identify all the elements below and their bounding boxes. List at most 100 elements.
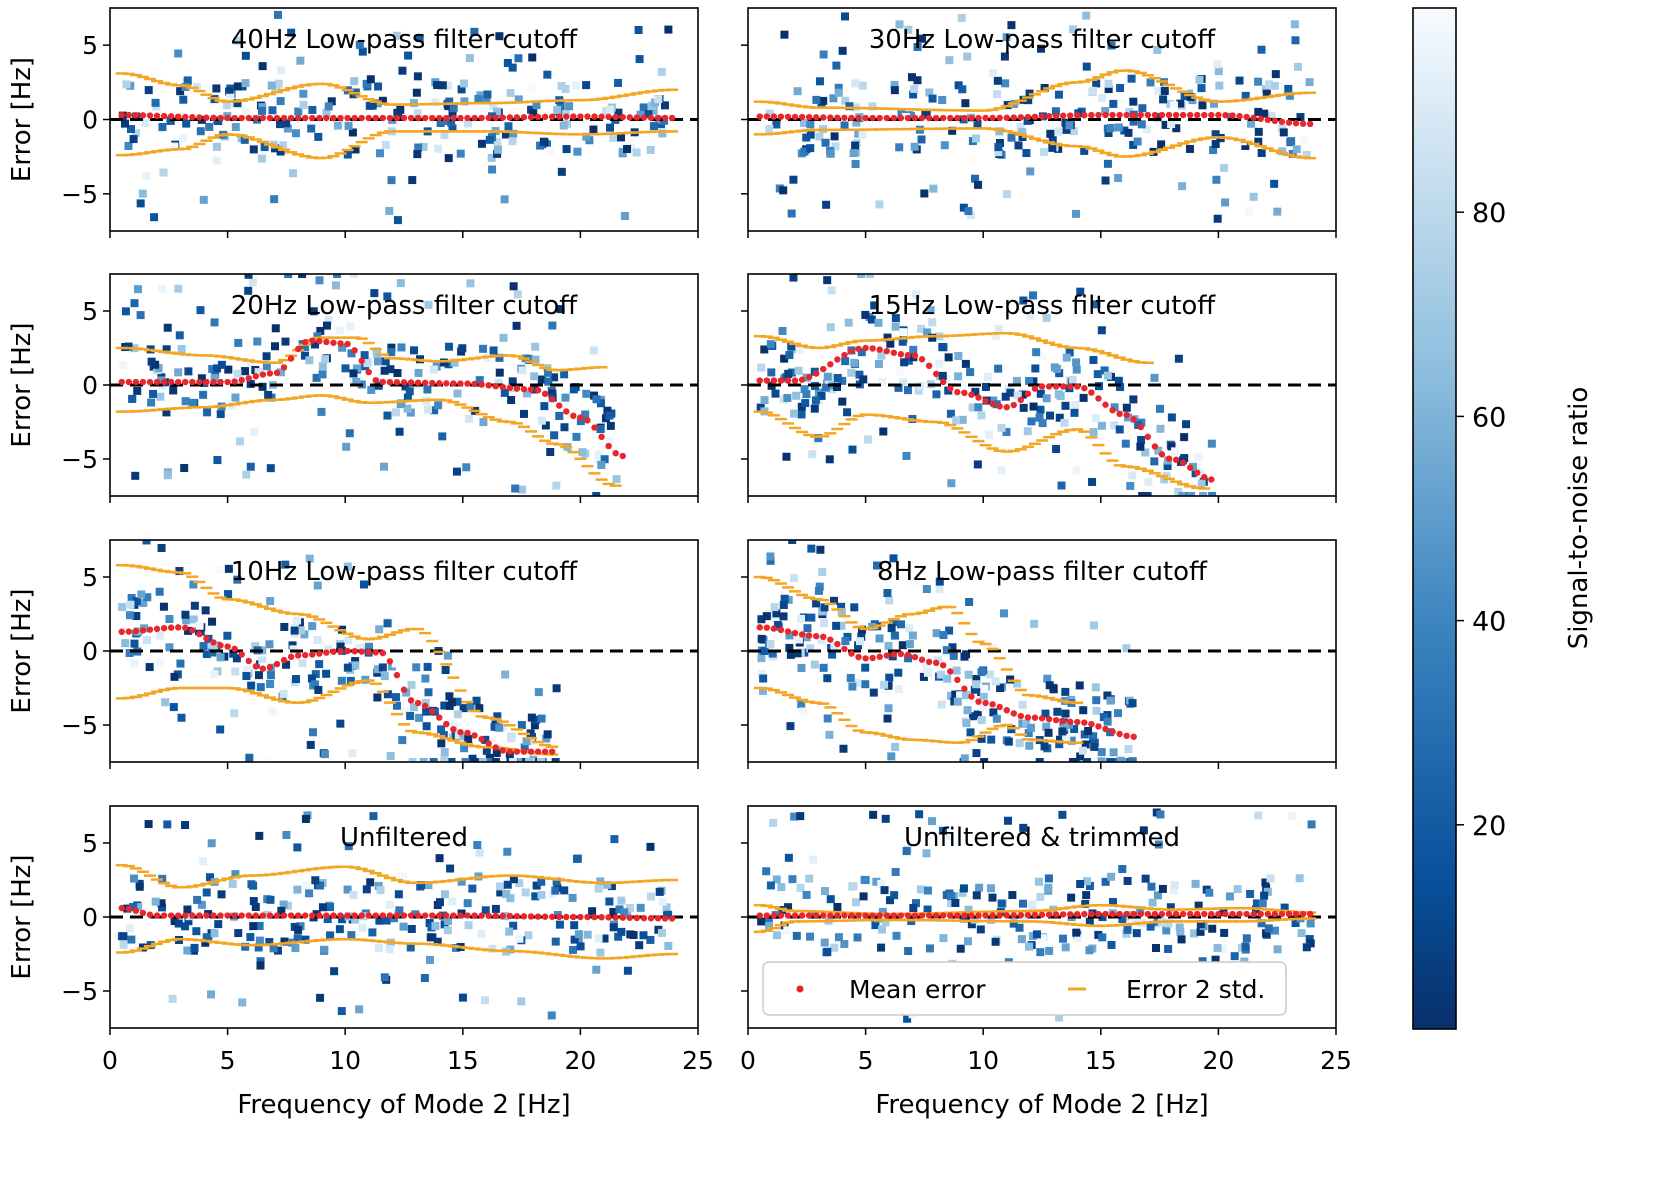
snr-sample [446, 864, 455, 873]
mean-point [1130, 111, 1137, 119]
snr-sample [880, 886, 889, 895]
snr-sample [482, 96, 491, 105]
snr-sample [636, 903, 645, 912]
snr-sample [887, 752, 896, 761]
snr-sample [845, 102, 854, 111]
mean-point [841, 912, 848, 919]
snr-sample [256, 957, 265, 966]
snr-sample [292, 675, 301, 684]
mean-point [520, 913, 528, 920]
snr-sample [1218, 944, 1227, 953]
snr-sample [196, 306, 205, 315]
mean-point [869, 345, 876, 352]
mean-point [876, 912, 883, 919]
snr-sample [954, 352, 963, 361]
snr-sample [309, 307, 318, 316]
snr-sample [589, 346, 598, 355]
snr-sample [832, 621, 841, 630]
snr-sample [395, 427, 404, 436]
snr-sample [945, 56, 954, 65]
mean-point [791, 629, 799, 637]
snr-sample [1146, 922, 1155, 931]
snr-sample [897, 110, 906, 119]
snr-sample [254, 943, 263, 952]
mean-point [1144, 111, 1152, 119]
mean-point [1059, 911, 1067, 918]
snr-sample [810, 660, 819, 669]
mean-point [1137, 423, 1144, 431]
plot-area [748, 540, 1336, 762]
mean-point [1285, 119, 1293, 126]
mean-point [598, 113, 605, 120]
snr-sample [807, 613, 816, 622]
snr-sample [453, 710, 462, 719]
snr-sample [487, 112, 496, 121]
snr-sample [886, 339, 895, 348]
snr-sample [796, 812, 805, 821]
snr-sample [890, 80, 899, 89]
snr-sample [1015, 739, 1024, 748]
snr-sample [311, 670, 320, 679]
mean-point [196, 912, 203, 919]
snr-sample [493, 138, 502, 147]
snr-sample [1141, 874, 1150, 883]
snr-sample [895, 20, 904, 29]
snr-sample [829, 94, 838, 103]
snr-sample [922, 849, 931, 858]
snr-sample [784, 369, 793, 378]
snr-sample [240, 135, 249, 144]
snr-sample [872, 561, 881, 570]
snr-sample [126, 125, 135, 134]
mean-point [1067, 383, 1074, 390]
snr-sample [1097, 748, 1106, 757]
snr-sample [799, 118, 808, 127]
snr-sample [827, 286, 836, 295]
snr-sample [277, 66, 286, 75]
mean-point [1123, 732, 1130, 740]
mean-point [1095, 111, 1102, 119]
mean-point [996, 114, 1003, 122]
mean-point [918, 656, 926, 663]
snr-sample [899, 378, 908, 387]
snr-sample [570, 921, 579, 930]
snr-sample [222, 101, 231, 110]
mean-point [897, 114, 905, 122]
snr-sample [609, 133, 618, 142]
mean-point [1010, 114, 1017, 121]
snr-sample [995, 325, 1004, 334]
mean-point [784, 912, 792, 919]
snr-sample [789, 175, 798, 184]
snr-sample [1055, 740, 1064, 749]
mean-point [1045, 383, 1053, 390]
legend: Mean error Error 2 std. [762, 961, 1287, 1016]
mean-point [1052, 911, 1060, 918]
mean-point [245, 912, 252, 919]
snr-sample [1151, 943, 1160, 952]
mean-point [1130, 416, 1137, 423]
legend-mean-label: Mean error [849, 975, 986, 1004]
snr-sample [315, 660, 324, 669]
mean-point [834, 114, 841, 121]
snr-sample [276, 147, 285, 156]
mean-point [1123, 910, 1130, 918]
snr-sample [1089, 621, 1098, 630]
mean-point [443, 720, 450, 728]
snr-sample [254, 671, 263, 680]
snr-sample [817, 391, 826, 400]
snr-sample [840, 121, 849, 130]
snr-sample [820, 886, 829, 895]
snr-sample [636, 110, 645, 119]
snr-sample [929, 184, 938, 193]
snr-sample [1090, 742, 1099, 751]
mean-point [492, 744, 499, 751]
snr-sample [592, 492, 601, 496]
snr-sample [130, 639, 139, 648]
snr-sample [1036, 389, 1045, 398]
snr-sample [247, 681, 256, 690]
snr-sample [779, 186, 788, 195]
snr-sample [900, 358, 909, 367]
snr-sample [569, 945, 578, 954]
mean-point [287, 355, 295, 362]
snr-sample [406, 711, 415, 720]
snr-sample [197, 374, 206, 383]
